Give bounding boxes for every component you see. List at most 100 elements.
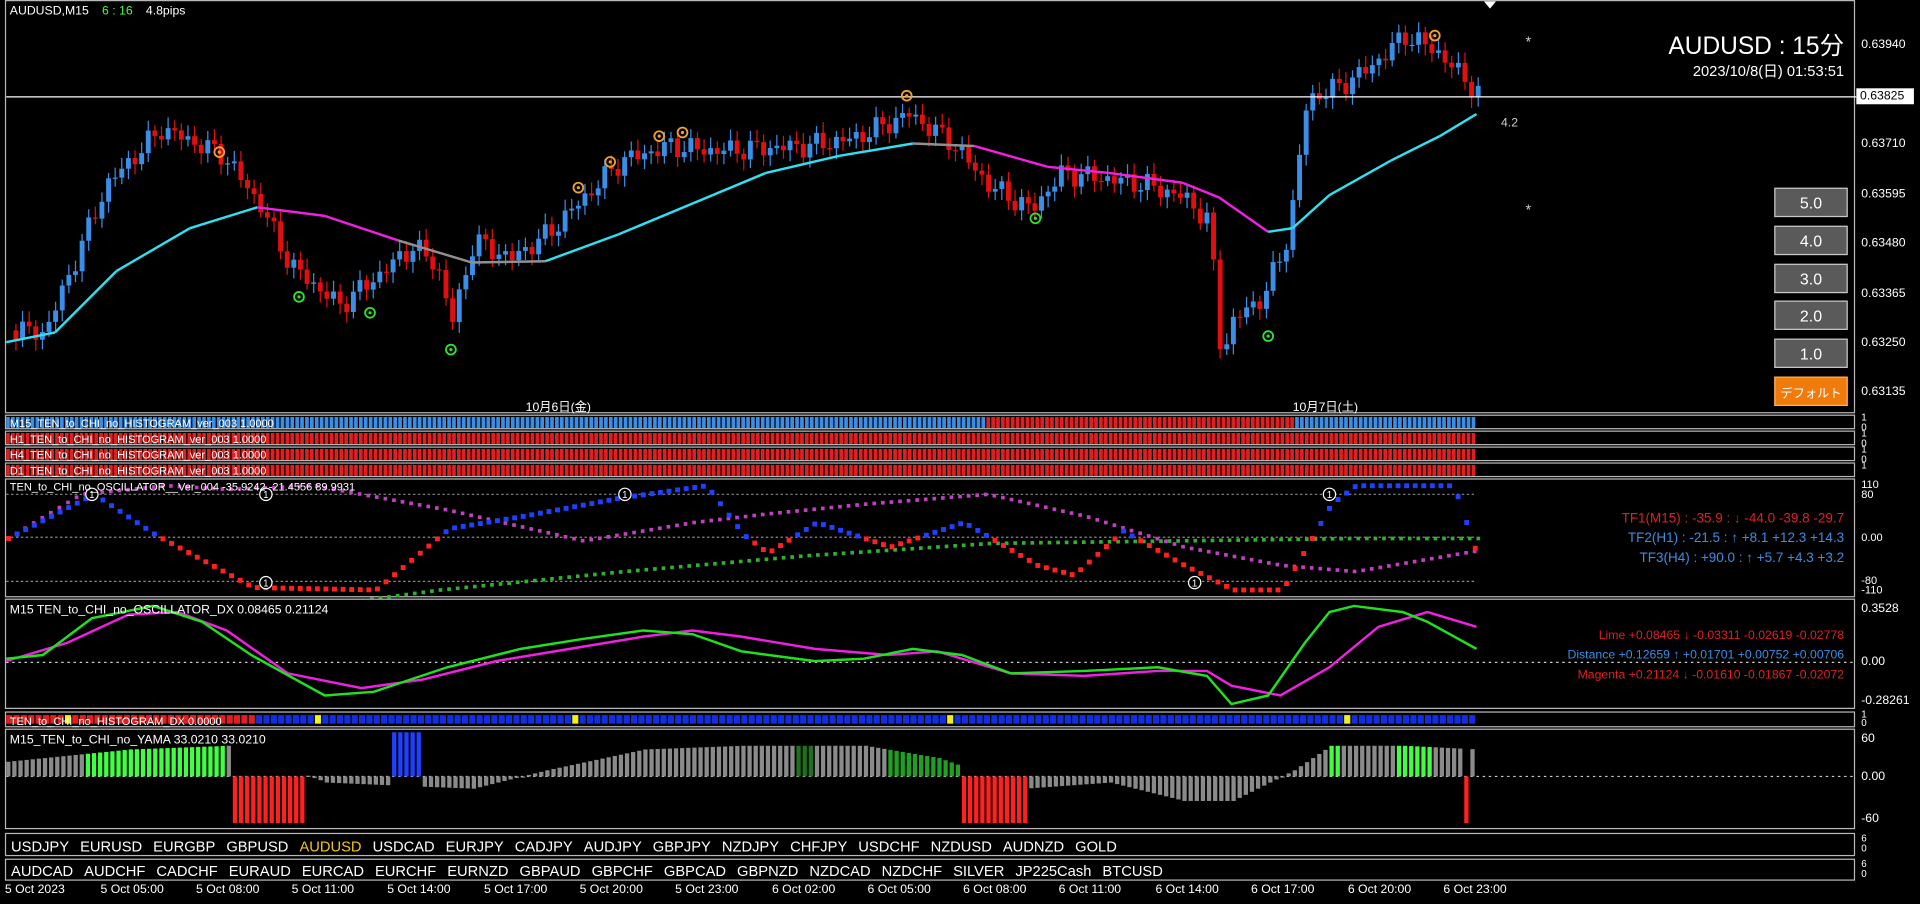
osc-magenta-dot	[160, 484, 165, 489]
yama-bar	[1433, 747, 1438, 777]
price-chart-panel[interactable]: AUDUSD,M15 6 : 16 4.8pips AUDUSD : 15分 2…	[4, 0, 1857, 415]
histogram-cell	[599, 432, 603, 445]
level-2-button[interactable]: 2.0	[1774, 300, 1848, 330]
symbol-link[interactable]: GBPCHF	[591, 862, 653, 880]
symbol-link[interactable]: NZDCHF	[881, 862, 943, 880]
symbol-link[interactable]: CADCHF	[156, 862, 218, 880]
symbol-link[interactable]: AUDNZD	[1002, 837, 1065, 855]
histogram-cell	[608, 448, 613, 460]
histogram-cell	[300, 417, 304, 429]
candle-body	[741, 153, 747, 160]
symbol-link[interactable]: EURAUD	[228, 862, 291, 880]
histogram-cell	[1447, 417, 1451, 429]
symbol-link[interactable]: CADJPY	[514, 837, 573, 855]
symbol-link[interactable]: GBPUSD	[226, 837, 289, 855]
symbol-link[interactable]: EURGBP	[153, 837, 216, 855]
hdx-cell	[1233, 715, 1241, 724]
symbol-link[interactable]: CHFJPY	[790, 837, 848, 855]
histogram-cell	[231, 464, 236, 476]
hist-axis-one: 1	[1861, 444, 1867, 456]
osc-green-dot	[918, 546, 923, 550]
osc-green-dot	[867, 549, 872, 554]
candle-body	[258, 193, 264, 213]
level-1-button[interactable]: 1.0	[1774, 338, 1848, 368]
symbol-link[interactable]: NZDJPY	[721, 837, 780, 855]
symbol-link[interactable]: GOLD	[1075, 837, 1117, 855]
symbol-link[interactable]: AUDCHF	[84, 862, 146, 880]
symbol-link[interactable]: NZDCAD	[809, 862, 871, 880]
hdx-cell	[822, 715, 829, 724]
candle-body	[986, 174, 992, 192]
histogram-cell	[956, 448, 961, 460]
symbol-link[interactable]: EURUSD	[80, 837, 143, 855]
histogram-cell	[486, 432, 491, 445]
symbol-link[interactable]: GBPCAD	[663, 862, 727, 880]
symbol-link-active[interactable]: AUDUSD	[299, 837, 362, 855]
symbol-link[interactable]: EURCAD	[301, 862, 364, 880]
level-4-button[interactable]: 4.0	[1774, 225, 1848, 256]
symbol-link[interactable]: GBPNZD	[737, 862, 799, 880]
default-button[interactable]: デフォルト	[1774, 376, 1848, 407]
symbol-link[interactable]: NZDUSD	[930, 837, 992, 855]
histogram-cell	[1216, 464, 1221, 476]
histogram-cell	[1143, 417, 1147, 429]
histogram-cell	[383, 448, 388, 460]
symbol-link[interactable]: JP225Cash	[1015, 862, 1092, 880]
yama-bars	[6, 732, 1857, 824]
symbol-link[interactable]: EURNZD	[447, 862, 509, 880]
histogram-cell	[618, 464, 623, 476]
yama-bar	[428, 776, 434, 787]
symbol-link[interactable]: AUDJPY	[583, 837, 642, 855]
osc-green-dot	[781, 555, 786, 560]
yama-bar	[275, 776, 280, 824]
candle-body	[145, 130, 151, 154]
histogram-cell	[236, 432, 241, 445]
osc-magenta-dot	[735, 515, 739, 520]
symbol-link[interactable]: BTCUSD	[1102, 862, 1163, 880]
histogram-cell	[1447, 464, 1451, 476]
yama-bar	[24, 759, 29, 777]
symbol-link[interactable]: EURCHF	[374, 862, 437, 880]
histogram-cell	[491, 464, 496, 476]
hdx-cell	[109, 715, 116, 724]
yama-bar	[575, 763, 581, 777]
osc-blue-red-dot	[237, 577, 243, 583]
hdx-cell	[667, 715, 674, 724]
hdx-cell	[1461, 715, 1468, 724]
hdx-cell	[689, 715, 696, 724]
histogram-cell	[1162, 464, 1167, 476]
symbol-link[interactable]: USDCAD	[372, 837, 435, 855]
histogram-cell	[809, 432, 814, 445]
symbol-link[interactable]: USDJPY	[11, 837, 70, 855]
yama-bar	[251, 776, 256, 824]
histogram-cell	[1231, 448, 1236, 460]
level-3-button[interactable]: 3.0	[1774, 263, 1848, 294]
histogram-cell	[1064, 432, 1069, 445]
histogram-cell	[1300, 448, 1304, 460]
yama-bar	[147, 748, 152, 777]
symbol-link[interactable]: USDCHF	[858, 837, 920, 855]
osc-blue-red-dot	[589, 501, 595, 506]
histogram-cell	[790, 432, 794, 445]
osc-green-dot	[1141, 539, 1146, 544]
hdx-cell	[1189, 715, 1196, 724]
histogram-cell	[1334, 432, 1339, 445]
hdx-cell	[483, 715, 491, 724]
symbol-link[interactable]: GBPJPY	[652, 837, 711, 855]
level-5-button[interactable]: 5.0	[1774, 187, 1848, 218]
symbol-link[interactable]: GBPAUD	[519, 862, 581, 880]
histogram-cell	[1280, 417, 1285, 429]
hdx-cell	[1064, 715, 1071, 724]
histogram-cell	[520, 417, 525, 429]
yama-bar	[637, 750, 642, 777]
histogram-cell	[1388, 432, 1392, 445]
symbol-link[interactable]: EURJPY	[445, 837, 504, 855]
candle-body	[1058, 165, 1064, 187]
histogram-cell	[760, 448, 765, 460]
candle-body	[814, 132, 819, 144]
symbol-link[interactable]: SILVER	[953, 862, 1005, 880]
symbol-link[interactable]: AUDCAD	[11, 862, 74, 880]
oscillator-title: TEN_to_CHI_no_OSCILLATOR__Ver_004 -35.92…	[9, 480, 356, 494]
histogram-cell	[452, 464, 456, 476]
histogram-cell	[638, 464, 643, 476]
